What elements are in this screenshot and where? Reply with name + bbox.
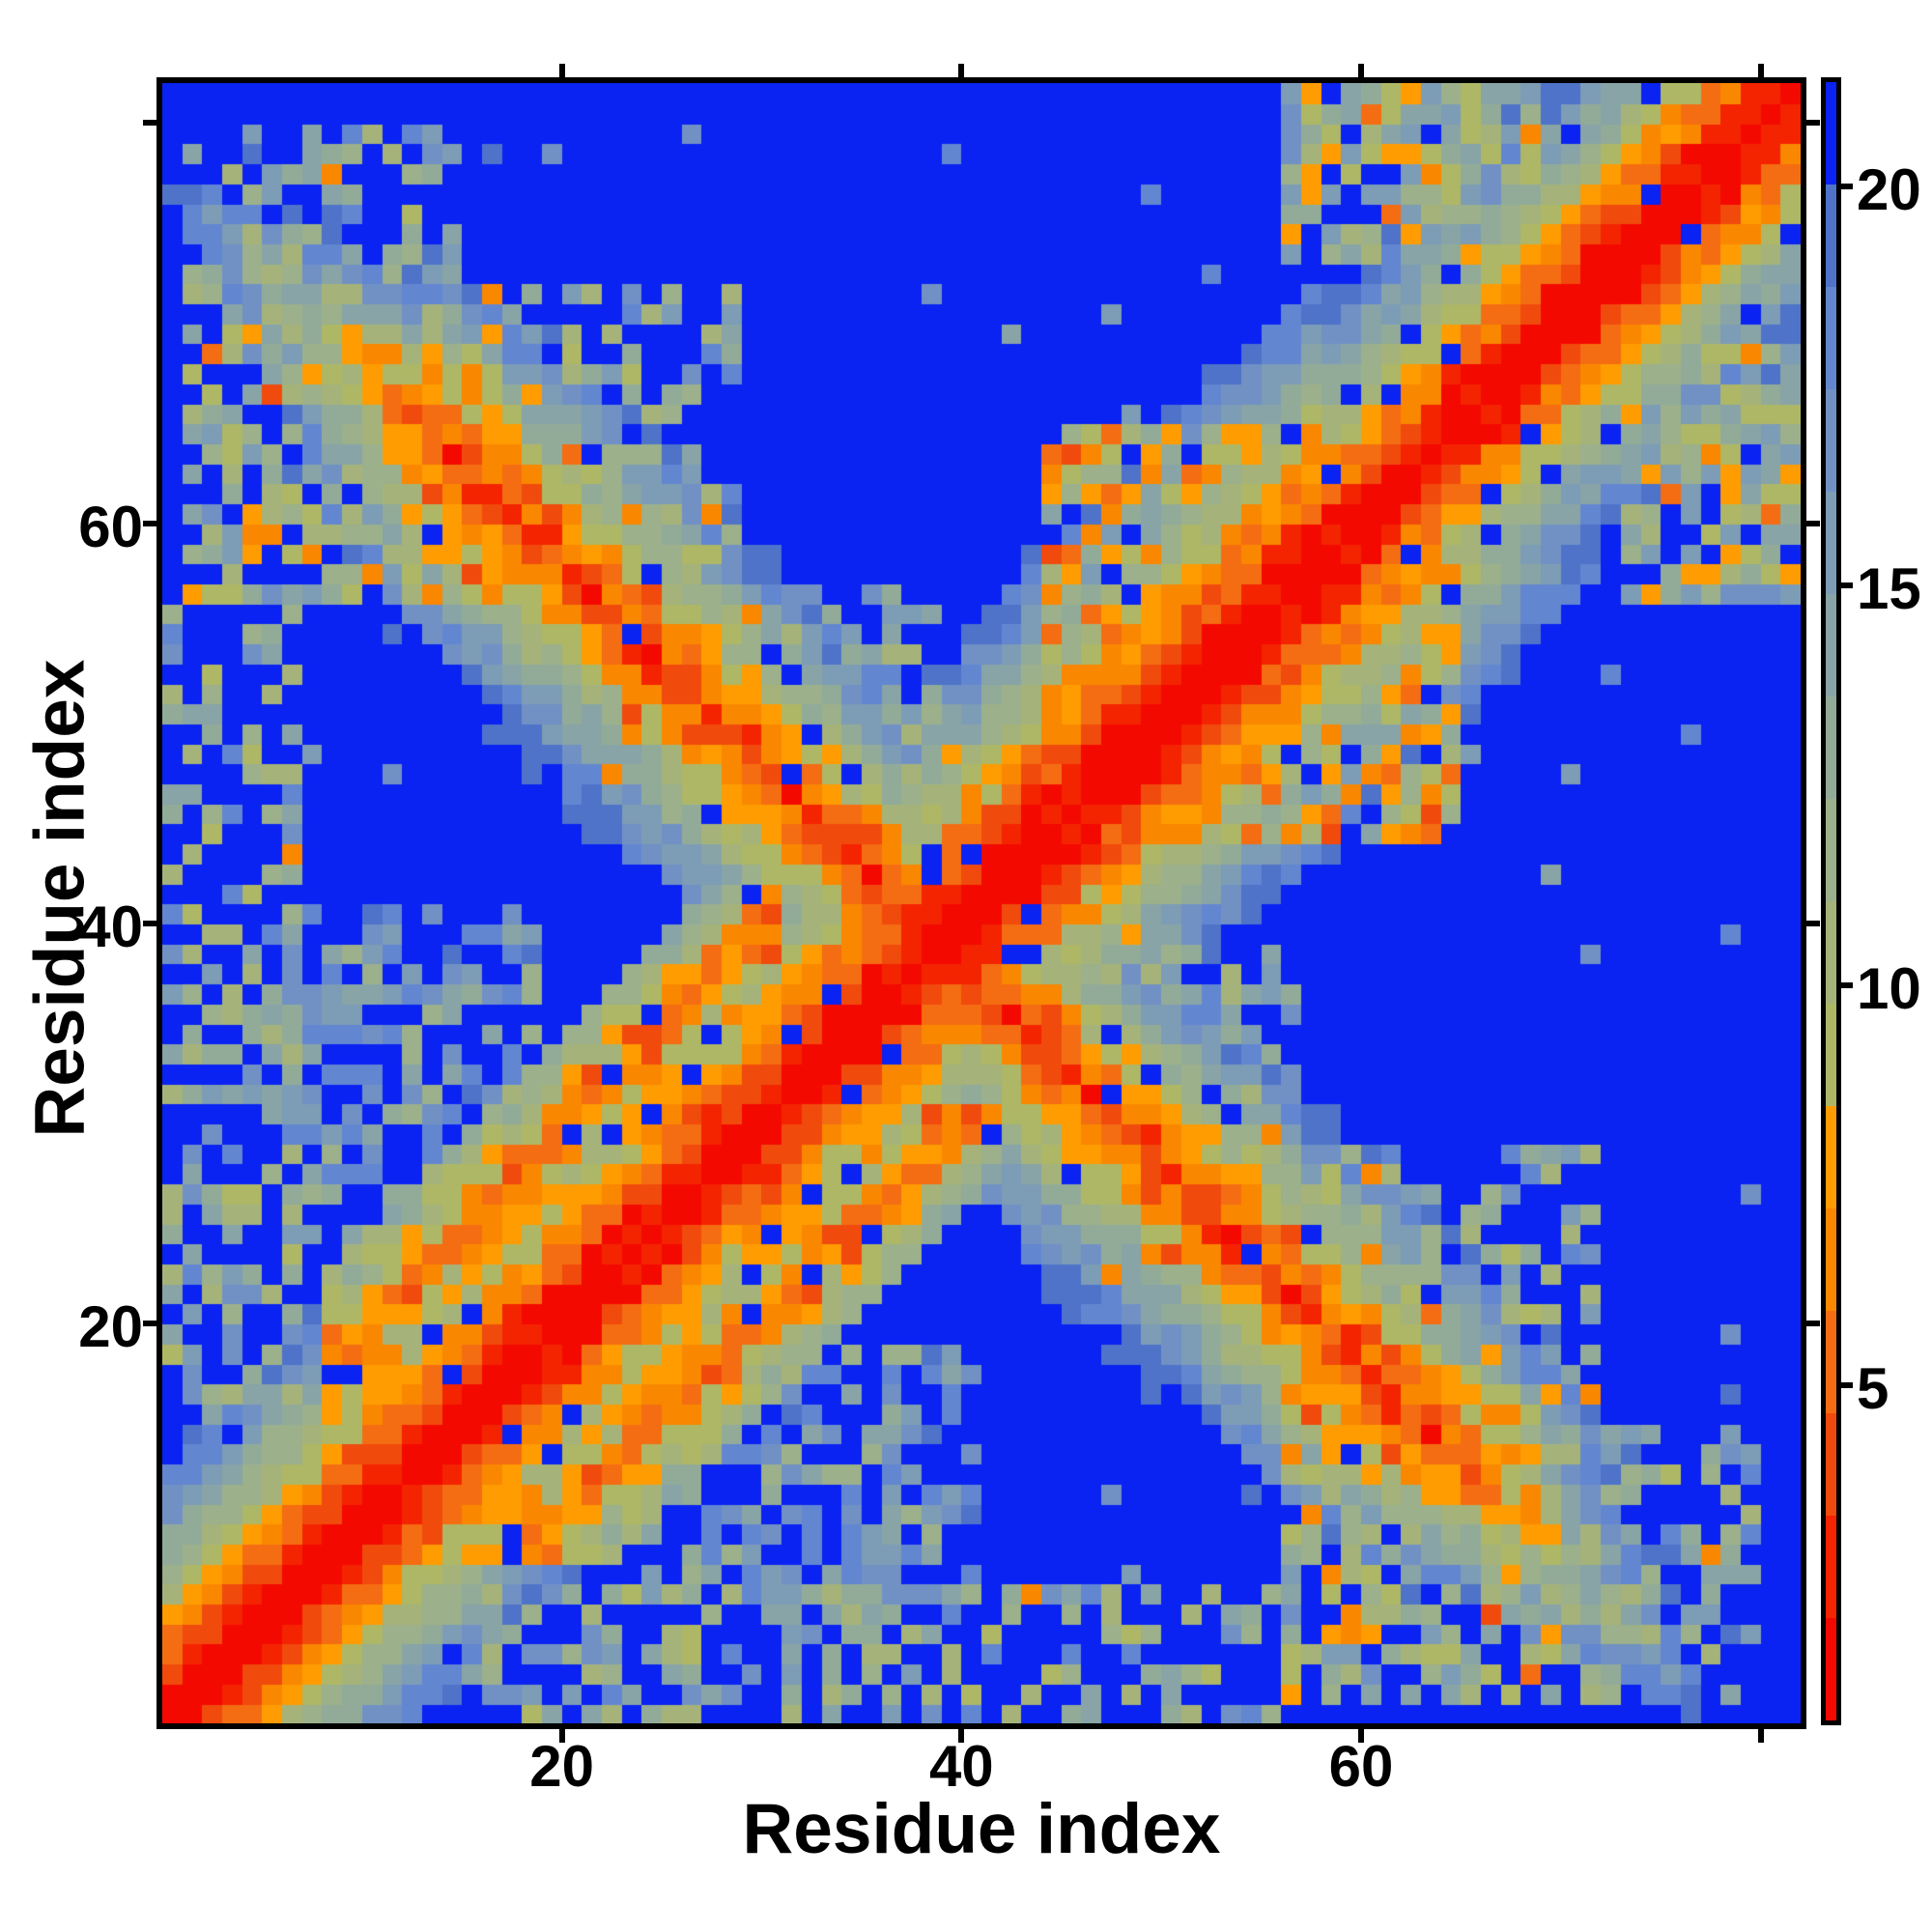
x-tick-mark-bottom (1357, 1729, 1364, 1743)
colorbar-tick-label: 5 (1857, 1355, 1889, 1421)
y-tick-label: 60 (78, 494, 143, 559)
colorbar-tick-mark (1841, 1381, 1853, 1388)
heatmap-canvas (162, 83, 1801, 1723)
y-tick-label: 20 (78, 1293, 143, 1359)
y-tick-mark-left (143, 120, 156, 127)
y-tick-label: 40 (78, 894, 143, 959)
y-tick-mark-right (1806, 920, 1820, 926)
x-tick-label: 20 (529, 1734, 595, 1799)
y-tick-mark-right (1806, 120, 1820, 127)
x-axis-label: Residue index (742, 1790, 1221, 1868)
colorbar-tick-label: 10 (1857, 955, 1921, 1021)
colorbar-tick-label: 20 (1857, 156, 1921, 222)
x-tick-mark-top (958, 64, 965, 77)
x-tick-label: 60 (1328, 1734, 1394, 1799)
x-tick-mark-top (558, 64, 565, 77)
colorbar-tick-mark (1841, 981, 1853, 988)
x-tick-mark-top (1357, 64, 1364, 77)
colorbar-gradient (1826, 82, 1836, 1720)
colorbar-tick-mark (1841, 582, 1853, 589)
colorbar (1821, 77, 1841, 1725)
colorbar-tick-label: 15 (1857, 556, 1921, 622)
x-tick-label: 40 (928, 1734, 994, 1799)
y-tick-mark-right (1806, 1320, 1820, 1326)
y-tick-mark-right (1806, 520, 1820, 526)
y-tick-mark-left (143, 920, 156, 926)
x-tick-mark-bottom (558, 1729, 565, 1743)
y-tick-mark-left (143, 1320, 156, 1326)
x-tick-mark-bottom (958, 1729, 965, 1743)
y-axis-label: Residue index (20, 659, 99, 1138)
x-tick-mark-top (1757, 64, 1764, 77)
colorbar-tick-mark (1841, 183, 1853, 189)
x-tick-mark-bottom (1757, 1729, 1764, 1743)
y-tick-mark-left (143, 520, 156, 526)
